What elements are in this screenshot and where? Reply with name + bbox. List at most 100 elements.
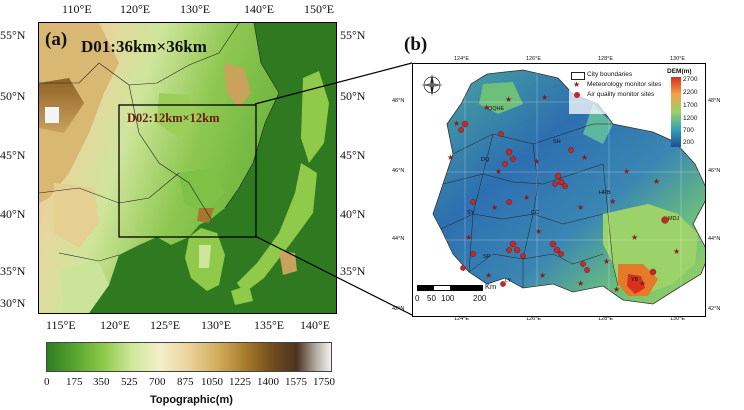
svg-text:★: ★ <box>631 233 638 242</box>
colorbar-title: Topographic(m) <box>150 394 233 406</box>
panel-b-map: ★ ★ ★ ★ ★ ★ ★ ★ ★ ★ ★ ★ ★ ★ ★ ★ ★ ★ ★ ★ ★ ★ ★ ★ QQHE SH DQ… <box>412 63 706 317</box>
scale-tick: 0 <box>415 294 420 303</box>
tick-label: 130°E <box>670 316 686 322</box>
compass-icon <box>419 72 445 98</box>
tick-label: 2200 <box>683 89 698 96</box>
tick-label: 125°E <box>150 318 181 332</box>
d02-domain-label: D02:12km×12km <box>127 111 220 125</box>
tick-label: 126°E <box>526 316 542 322</box>
tick-label: 1200 <box>683 115 698 122</box>
svg-text:★: ★ <box>483 103 490 112</box>
svg-text:★: ★ <box>465 233 472 242</box>
panel-a-terrain <box>39 23 336 313</box>
tick-label: 875 <box>177 376 194 388</box>
star-icon: ★ <box>573 80 581 89</box>
tick-label: 2700 <box>683 76 698 83</box>
tick-label: 126°E <box>526 56 542 62</box>
tick-label: 525 <box>121 376 138 388</box>
tick-label: 30°N <box>0 296 26 310</box>
scale-tick: 50 <box>427 294 436 303</box>
tick-label: 1750 <box>313 376 335 388</box>
tick-label: 55°N <box>0 28 26 42</box>
tick-label: 50°N <box>0 89 26 103</box>
svg-text:★: ★ <box>581 153 588 162</box>
dem-colorbar <box>671 77 681 147</box>
tick-label: 1400 <box>257 376 279 388</box>
tick-label: 130°E <box>180 2 211 16</box>
tick-label: 46°N <box>392 168 405 174</box>
tick-label: 200 <box>683 139 694 146</box>
tick-label: 50°N <box>340 89 366 103</box>
city-label: SP <box>483 254 491 260</box>
scale-tick: 200 <box>473 294 487 303</box>
svg-text:★: ★ <box>505 95 512 104</box>
tick-label: 44°N <box>392 236 405 242</box>
tick-label: 44°N <box>708 236 721 242</box>
svg-text:★: ★ <box>613 285 620 294</box>
svg-text:★: ★ <box>609 197 616 206</box>
tick-label: 42°N <box>392 306 405 312</box>
city-label: LY <box>505 278 512 284</box>
svg-text:★: ★ <box>577 279 584 288</box>
svg-text:★: ★ <box>653 177 660 186</box>
tick-label: 35°N <box>0 264 26 278</box>
legend-meteorology-sites: Meteorology monitor sites <box>587 81 662 88</box>
tick-label: 35°N <box>340 264 366 278</box>
svg-text:★: ★ <box>535 227 542 236</box>
tick-label: 45°N <box>0 148 26 162</box>
tick-label: 124°E <box>454 56 470 62</box>
tick-label: 135°E <box>254 318 285 332</box>
svg-text:★: ★ <box>673 247 680 256</box>
svg-text:★: ★ <box>523 193 530 202</box>
tick-label: 140°E <box>300 318 331 332</box>
d01-domain-label: D01:36km×36km <box>81 37 207 56</box>
city-label: YB <box>631 277 639 283</box>
tick-label: 350 <box>93 376 110 388</box>
tick-label: 55°N <box>340 28 366 42</box>
d02-domain-box <box>118 104 257 238</box>
meteorology-sites: ★ ★ ★ ★ ★ ★ ★ ★ ★ ★ ★ ★ ★ ★ ★ ★ ★ ★ ★ ★ ★ ★ ★ ★ <box>447 93 680 294</box>
panel-b-dem: ★ ★ ★ ★ ★ ★ ★ ★ ★ ★ ★ ★ ★ ★ ★ ★ ★ ★ ★ ★ ★ ★ ★ ★ <box>413 64 705 316</box>
topography-colorbar <box>46 342 332 372</box>
tick-label: 120°E <box>120 2 151 16</box>
tick-label: 175 <box>66 376 83 388</box>
svg-text:★: ★ <box>623 167 630 176</box>
tick-label: 1050 <box>201 376 223 388</box>
svg-text:★: ★ <box>639 279 646 288</box>
city-label: SY <box>467 210 475 216</box>
dot-icon <box>574 92 580 98</box>
svg-text:★: ★ <box>495 167 502 176</box>
tick-label: 140°E <box>244 2 275 16</box>
svg-text:★: ★ <box>603 257 610 266</box>
tick-label: 40°N <box>0 207 26 221</box>
svg-text:★: ★ <box>485 271 492 280</box>
city-label: MDJ <box>668 216 680 222</box>
dem-title: DEM(m) <box>667 68 692 75</box>
svg-text:★: ★ <box>453 119 460 128</box>
tick-label: 48°N <box>392 98 405 104</box>
scale-unit: Km <box>485 282 497 291</box>
city-label: SH <box>553 139 561 145</box>
city-label: DQ <box>481 157 490 163</box>
tick-label: 40°N <box>340 207 366 221</box>
tick-label: 700 <box>683 127 694 134</box>
tick-label: 1575 <box>285 376 307 388</box>
tick-label: 124°E <box>454 316 470 322</box>
svg-text:★: ★ <box>533 157 540 166</box>
tick-label: 48°N <box>708 98 721 104</box>
legend-air-quality-sites: Air quality monitor sites <box>587 91 655 98</box>
scale-bar <box>417 285 483 291</box>
svg-text:★: ★ <box>577 203 584 212</box>
tick-label: 700 <box>149 376 166 388</box>
city-boundary-swatch <box>571 72 585 80</box>
air-quality-sites <box>458 120 669 287</box>
tick-label: 150°E <box>304 2 335 16</box>
tick-label: 130°E <box>201 318 232 332</box>
svg-text:★: ★ <box>539 271 546 280</box>
scale-tick: 100 <box>441 294 455 303</box>
city-label: CC <box>531 210 539 216</box>
city-label: HRB <box>599 190 611 196</box>
legend-city-boundaries: City boundaries <box>587 71 633 78</box>
svg-text:★: ★ <box>447 153 454 162</box>
